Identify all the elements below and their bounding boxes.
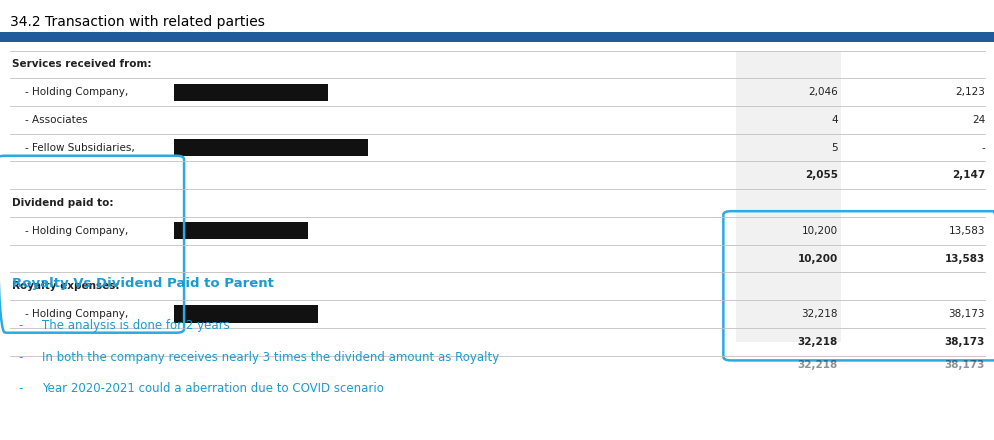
Text: Royalty Vs Dividend Paid to Parent: Royalty Vs Dividend Paid to Parent (12, 277, 273, 290)
Text: Royalty expenses:: Royalty expenses: (12, 281, 119, 291)
Text: Year 2020-2021 could a aberration due to COVID scenario: Year 2020-2021 could a aberration due to… (42, 382, 384, 396)
Text: - Holding Company,: - Holding Company, (12, 309, 128, 319)
Text: 2,123: 2,123 (954, 87, 984, 97)
FancyBboxPatch shape (174, 222, 308, 239)
Text: -: - (18, 351, 22, 364)
Text: 32,218: 32,218 (800, 309, 837, 319)
Text: 32,218: 32,218 (797, 337, 837, 347)
Text: 13,583: 13,583 (947, 226, 984, 236)
Text: In both the company receives nearly 3 times the dividend amount as Royalty: In both the company receives nearly 3 ti… (42, 351, 499, 364)
Text: 38,173: 38,173 (943, 337, 984, 347)
Text: -: - (980, 143, 984, 153)
FancyBboxPatch shape (0, 32, 994, 42)
Text: - Associates: - Associates (12, 115, 87, 125)
Text: 24: 24 (971, 115, 984, 125)
FancyBboxPatch shape (174, 139, 368, 156)
Text: 10,200: 10,200 (801, 226, 837, 236)
Text: Dividend paid to:: Dividend paid to: (12, 198, 113, 208)
Text: 34.2 Transaction with related parties: 34.2 Transaction with related parties (10, 15, 264, 29)
FancyBboxPatch shape (174, 305, 318, 323)
Text: - Holding Company,: - Holding Company, (12, 87, 128, 97)
Text: - Fellow Subsidiaries,: - Fellow Subsidiaries, (12, 143, 134, 153)
Text: 5: 5 (830, 143, 837, 153)
Text: -: - (18, 382, 22, 396)
Text: Services received from:: Services received from: (12, 59, 151, 70)
Text: 38,173: 38,173 (943, 360, 984, 370)
Text: 2,046: 2,046 (807, 87, 837, 97)
Text: 2,147: 2,147 (951, 170, 984, 180)
Text: 2,055: 2,055 (804, 170, 837, 180)
Text: 10,200: 10,200 (797, 253, 837, 264)
FancyBboxPatch shape (736, 51, 840, 341)
FancyBboxPatch shape (174, 84, 328, 101)
Text: - Holding Company,: - Holding Company, (12, 226, 128, 236)
Text: 13,583: 13,583 (944, 253, 984, 264)
Text: The analysis is done for 2 years: The analysis is done for 2 years (42, 319, 230, 332)
Text: 4: 4 (830, 115, 837, 125)
Text: 38,173: 38,173 (947, 309, 984, 319)
Text: -: - (18, 319, 22, 332)
Text: 32,218: 32,218 (797, 360, 837, 370)
